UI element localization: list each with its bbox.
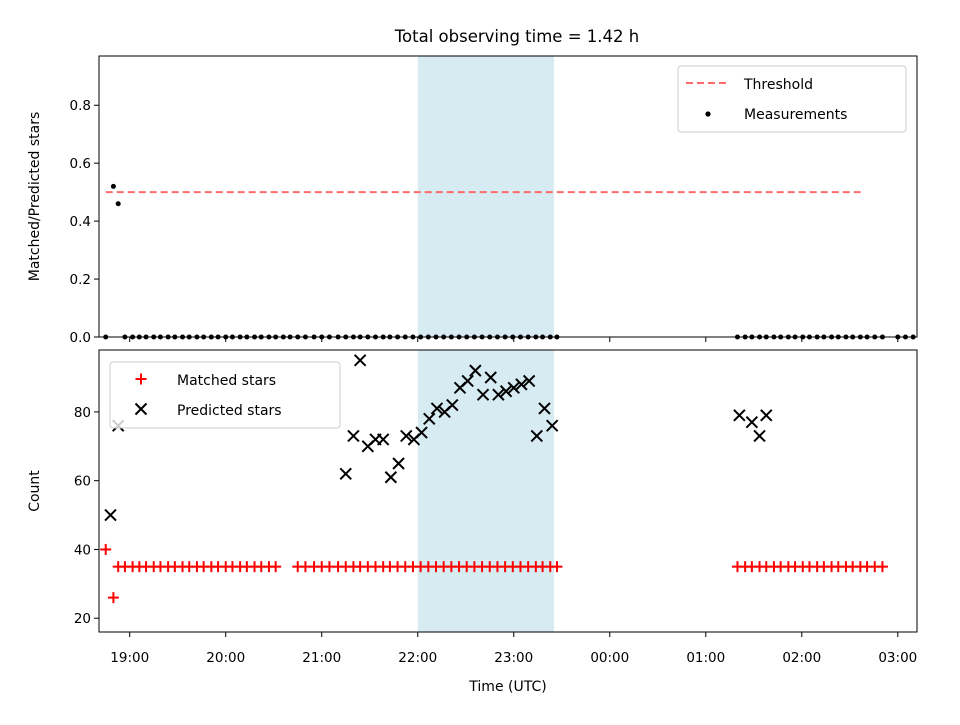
bottom-legend: Matched stars Predicted stars (109, 361, 341, 429)
predicted-star-marker (760, 409, 773, 422)
predicted-star-marker (499, 385, 513, 398)
legend-threshold-label: Threshold (743, 77, 813, 93)
x-axis-label: Time (UTC) (468, 679, 546, 695)
matched-stars-markers (100, 543, 888, 604)
bottom-y-tick-label: 20 (74, 611, 91, 627)
measurement-point (115, 201, 121, 207)
legend-cross-glyph (134, 402, 148, 416)
predicted-star-marker (104, 508, 117, 522)
bottom-legend-box (109, 361, 341, 429)
matched-star-marker (107, 592, 119, 604)
x-tick-label: 00:00 (590, 650, 629, 666)
bottom-y-axis-label: Count (27, 470, 43, 512)
top-y-ticks: 0.0 0.2 0.4 0.6 0.8 (70, 98, 99, 346)
top-legend-box (677, 65, 907, 133)
bottom-y-ticks: 20 40 60 80 (74, 405, 99, 627)
legend-predicted-swatch (134, 402, 148, 416)
top-x-ticks (129, 337, 899, 342)
predicted-star-marker (400, 429, 413, 443)
predicted-stars-markers (104, 354, 773, 522)
measurement-points (103, 183, 916, 340)
top-y-tick-label: 0.6 (70, 156, 91, 172)
legend-predicted-label: Predicted stars (177, 403, 282, 419)
predicted-star-marker (430, 402, 444, 415)
x-tick-label: 03:00 (878, 650, 917, 666)
predicted-star-marker (484, 371, 497, 384)
matched-star-marker (551, 561, 563, 573)
predicted-star-marker (753, 429, 766, 443)
predicted-star-marker (353, 354, 367, 367)
predicted-star-marker (476, 388, 490, 401)
predicted-star-marker (745, 416, 759, 429)
predicted-star-marker (469, 364, 482, 377)
measurement-point (110, 183, 116, 189)
predicted-star-marker (415, 426, 428, 439)
x-tick-label: 22:00 (398, 650, 437, 666)
predicted-star-marker (733, 409, 746, 422)
predicted-star-marker (446, 398, 459, 412)
x-tick-label: 21:00 (302, 650, 341, 666)
x-tick-label: 02:00 (782, 650, 821, 666)
predicted-star-marker (538, 402, 551, 415)
predicted-star-marker (347, 429, 360, 443)
matched-star-marker (100, 543, 112, 555)
predicted-star-marker (376, 433, 390, 446)
top-y-tick-label: 0.0 (70, 330, 91, 346)
predicted-star-marker (492, 388, 505, 401)
predicted-star-marker (507, 381, 520, 395)
predicted-star-marker (384, 471, 398, 484)
top-y-tick-label: 0.8 (70, 98, 91, 114)
legend-plus-glyph (135, 373, 147, 385)
x-tick-label: 23:00 (494, 650, 533, 666)
top-highlight-span (417, 56, 555, 337)
bottom-y-tick-label: 80 (74, 405, 91, 421)
bottom-panel: 20 40 60 80 19:00 20:00 21:00 22:00 23:00 00:00 0… (27, 349, 918, 695)
bottom-axes-frame (98, 349, 918, 633)
predicted-star-marker (339, 467, 352, 481)
chart-title: Total observing time = 1.42 h (394, 27, 639, 46)
predicted-star-marker (423, 412, 436, 425)
legend-matched-label: Matched stars (177, 373, 276, 389)
bottom-y-tick-label: 60 (74, 474, 91, 490)
predicted-star-marker (545, 419, 559, 432)
legend-measurements-swatch (705, 111, 711, 117)
top-axes-frame (98, 55, 918, 338)
predicted-star-marker (515, 378, 528, 391)
predicted-star-marker (461, 374, 474, 388)
matched-star-marker (270, 561, 282, 573)
bottom-y-tick-label: 40 (74, 542, 91, 558)
legend-matched-swatch (135, 373, 147, 385)
matched-star-marker (876, 561, 888, 573)
top-y-tick-label: 0.2 (70, 272, 91, 288)
top-legend: Threshold Measurements (677, 65, 907, 133)
bottom-x-ticks: 19:00 20:00 21:00 22:00 23:00 00:00 01:00 02:00… (110, 632, 917, 666)
predicted-star-marker (530, 429, 544, 443)
top-y-axis-label: Matched/Predicted stars (27, 112, 43, 282)
x-tick-label: 20:00 (206, 650, 245, 666)
x-tick-label: 01:00 (686, 650, 725, 666)
top-panel: 0.0 0.2 0.4 0.6 0.8 Total observing time = 1… (27, 27, 918, 346)
predicted-star-marker (522, 374, 536, 388)
top-y-tick-label: 0.4 (70, 214, 91, 230)
legend-measurements-label: Measurements (744, 107, 847, 123)
predicted-star-marker (392, 457, 405, 470)
x-tick-label: 19:00 (110, 650, 149, 666)
